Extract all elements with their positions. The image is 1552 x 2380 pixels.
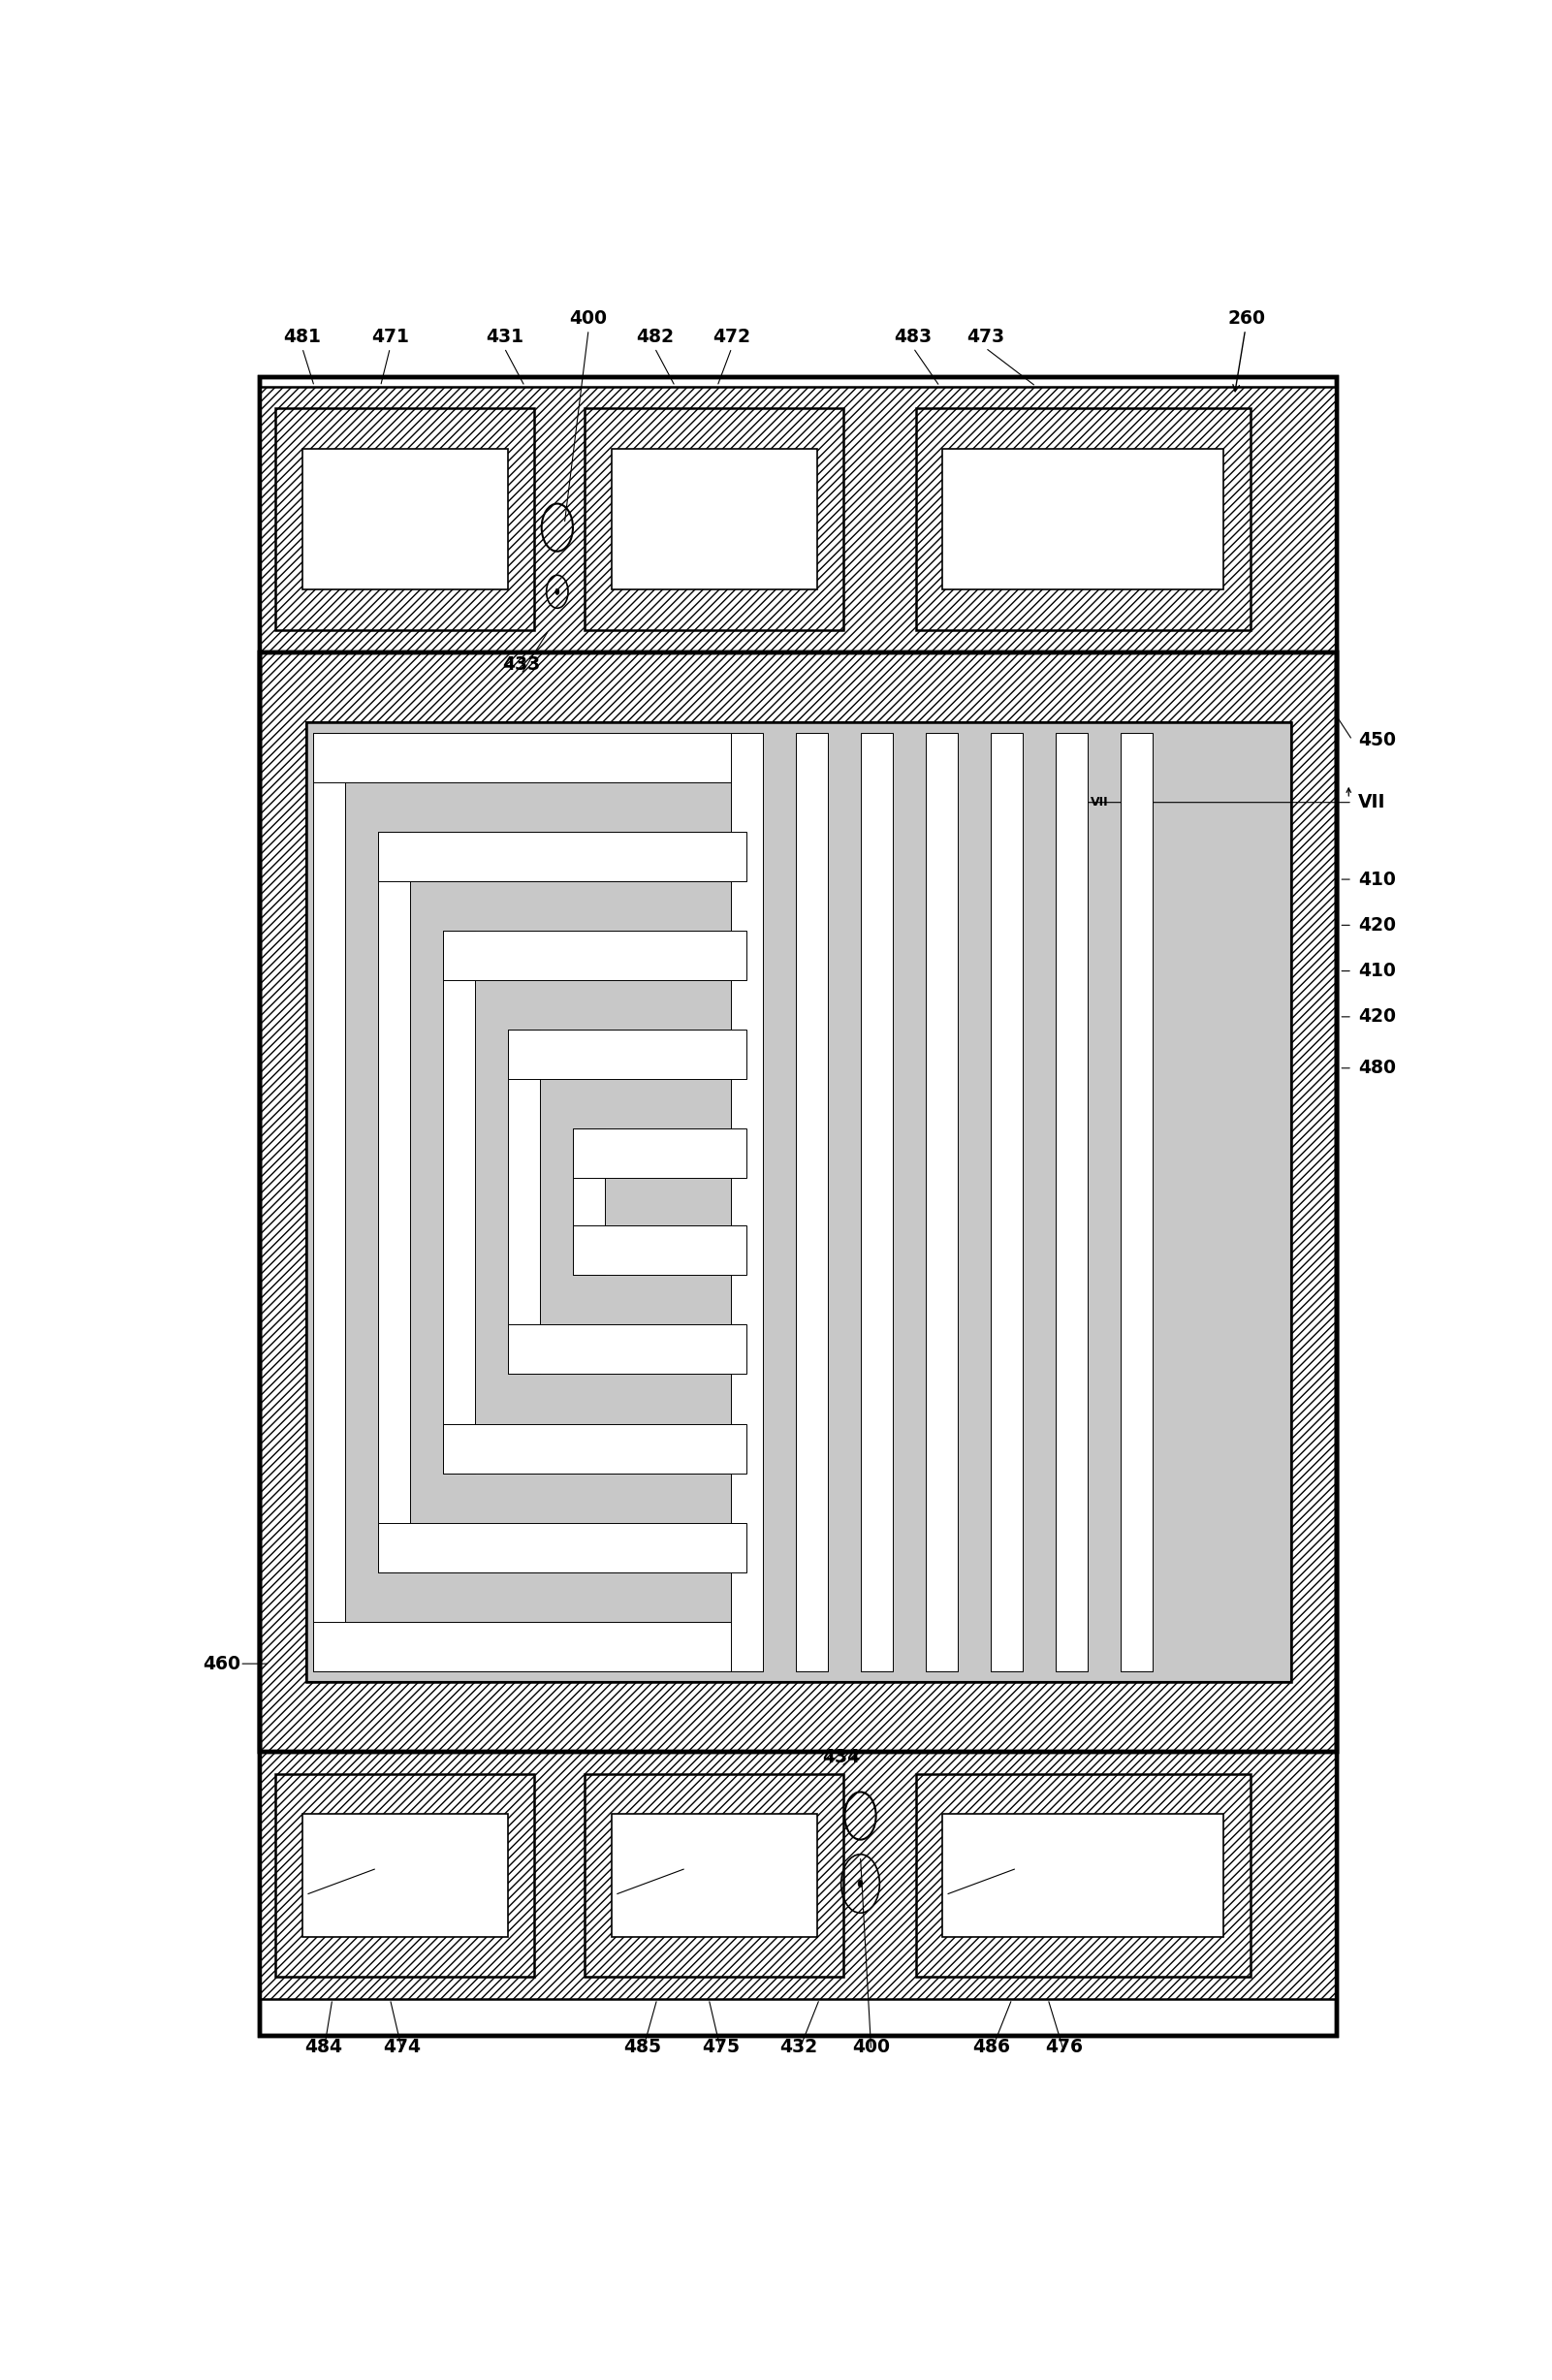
Text: 476: 476 xyxy=(1044,2037,1083,2056)
Text: 472: 472 xyxy=(712,328,751,345)
Text: 474: 474 xyxy=(383,2037,421,2056)
Bar xyxy=(508,1031,747,1078)
Bar xyxy=(573,1128,747,1178)
Text: 410: 410 xyxy=(1358,962,1395,981)
Bar xyxy=(611,1814,816,1937)
Text: 473: 473 xyxy=(967,328,1004,345)
Bar xyxy=(1121,733,1153,1671)
Bar xyxy=(442,931,747,981)
Bar xyxy=(314,733,346,1671)
Bar xyxy=(261,1752,1336,1999)
Text: VII: VII xyxy=(1358,793,1386,812)
Text: 420: 420 xyxy=(1358,1007,1397,1026)
Bar xyxy=(303,1814,508,1937)
Text: 432: 432 xyxy=(781,2037,818,2056)
Bar xyxy=(916,1773,1249,1978)
Bar xyxy=(990,733,1023,1671)
Bar xyxy=(306,721,1291,1683)
Text: 483: 483 xyxy=(894,328,933,345)
Bar xyxy=(585,1773,844,1978)
Bar xyxy=(731,733,764,1671)
Bar xyxy=(379,1523,747,1573)
Bar xyxy=(573,1226,747,1276)
Text: 480: 480 xyxy=(1358,1059,1397,1078)
Text: VII: VII xyxy=(1090,795,1108,809)
Bar xyxy=(442,1423,747,1473)
Bar xyxy=(508,1031,540,1373)
Text: 471: 471 xyxy=(371,328,408,345)
Bar xyxy=(261,376,1336,2035)
Bar xyxy=(1055,733,1088,1671)
Bar xyxy=(306,721,1291,1683)
Bar xyxy=(611,450,816,590)
Bar xyxy=(925,733,958,1671)
Text: 431: 431 xyxy=(486,328,523,345)
Text: 420: 420 xyxy=(1358,916,1397,935)
Text: 434: 434 xyxy=(823,1747,860,1766)
Text: 475: 475 xyxy=(702,2037,740,2056)
Text: 410: 410 xyxy=(1358,871,1395,888)
Text: 460: 460 xyxy=(203,1654,241,1673)
Bar xyxy=(573,1128,605,1276)
Text: 450: 450 xyxy=(1358,731,1397,750)
Bar xyxy=(379,831,747,881)
Text: 433: 433 xyxy=(503,657,540,674)
Circle shape xyxy=(858,1880,863,1887)
Text: 485: 485 xyxy=(624,2037,661,2056)
Text: 482: 482 xyxy=(636,328,674,345)
Bar xyxy=(314,733,747,783)
Bar xyxy=(379,831,411,1573)
Bar xyxy=(314,1621,747,1671)
Bar xyxy=(796,733,827,1671)
Bar xyxy=(508,1326,747,1373)
Text: 481: 481 xyxy=(284,328,321,345)
Bar xyxy=(442,931,475,1473)
Circle shape xyxy=(556,588,559,595)
Bar xyxy=(261,652,1336,1752)
Bar xyxy=(303,450,508,590)
Text: 400: 400 xyxy=(852,2037,891,2056)
Bar xyxy=(261,652,1336,1752)
Text: 400: 400 xyxy=(570,309,607,328)
Bar xyxy=(860,733,892,1671)
Bar xyxy=(942,1814,1223,1937)
Bar xyxy=(261,386,1336,652)
Text: 260: 260 xyxy=(1228,309,1265,328)
Text: 486: 486 xyxy=(973,2037,1010,2056)
Bar xyxy=(276,409,534,631)
Bar xyxy=(916,409,1249,631)
Bar xyxy=(585,409,844,631)
Bar xyxy=(261,376,1336,2035)
Bar xyxy=(276,1773,534,1978)
Text: 484: 484 xyxy=(306,2037,343,2056)
Bar xyxy=(942,450,1223,590)
